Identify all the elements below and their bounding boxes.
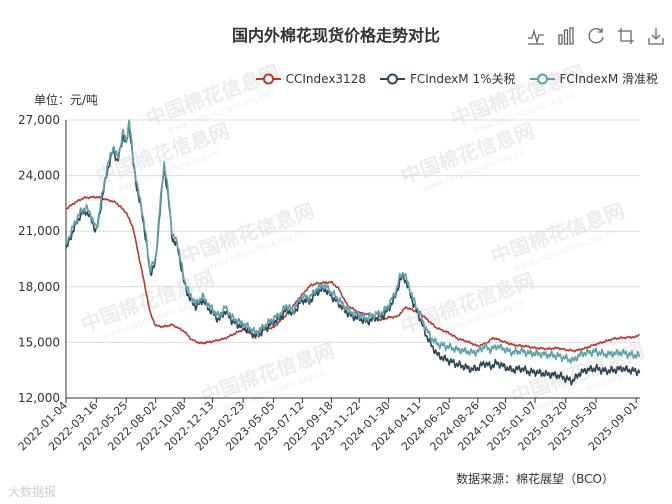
y-unit-label: 单位：元/吨 [34, 93, 99, 107]
y-tick-label: 27,000 [18, 113, 60, 127]
chart-toolbar [526, 26, 666, 46]
legend-marker-fcindex-sliding [529, 73, 555, 84]
bar-chart-icon[interactable] [556, 26, 576, 46]
watermark-bottom-left: 大数据报 [8, 485, 57, 499]
y-tick-label: 15,000 [18, 335, 60, 349]
legend-marker-fcindex-1pct [379, 73, 405, 84]
series-layer [65, 119, 641, 386]
legend-item-ccindex[interactable]: CCIndex3128 [255, 70, 366, 87]
legend-marker-ccindex [255, 73, 281, 84]
legend-label: FCIndexM 滑准税 [559, 72, 659, 86]
download-icon[interactable] [646, 26, 666, 46]
crop-icon[interactable] [616, 26, 636, 46]
restore-icon[interactable] [586, 26, 606, 46]
data-source: 数据来源：棉花展望（BCO） [456, 472, 614, 486]
y-tick-label: 21,000 [18, 224, 60, 238]
y-tick-label: 12,000 [18, 391, 60, 405]
legend-item-fcindex-1pct[interactable]: FCIndexM 1%关税 [379, 70, 516, 87]
y-tick-label: 18,000 [18, 280, 60, 294]
legend-item-fcindex-sliding[interactable]: FCIndexM 滑准税 [529, 70, 659, 87]
legend-label: CCIndex3128 [285, 71, 366, 86]
line-chart-icon[interactable] [526, 26, 546, 46]
legend-label: FCIndexM 1%关税 [409, 72, 516, 86]
chart-title: 国内外棉花现货价格走势对比 [231, 26, 440, 45]
y-axis: 12,000 15,000 18,000 21,000 24,000 27,000 [18, 113, 67, 405]
series-line-2 [65, 119, 641, 364]
chart-legend: CCIndex3128 FCIndexM 1%关税 FCIndexM 滑准税 [255, 70, 659, 87]
series-line-0 [65, 195, 640, 353]
y-tick-label: 24,000 [18, 169, 60, 183]
